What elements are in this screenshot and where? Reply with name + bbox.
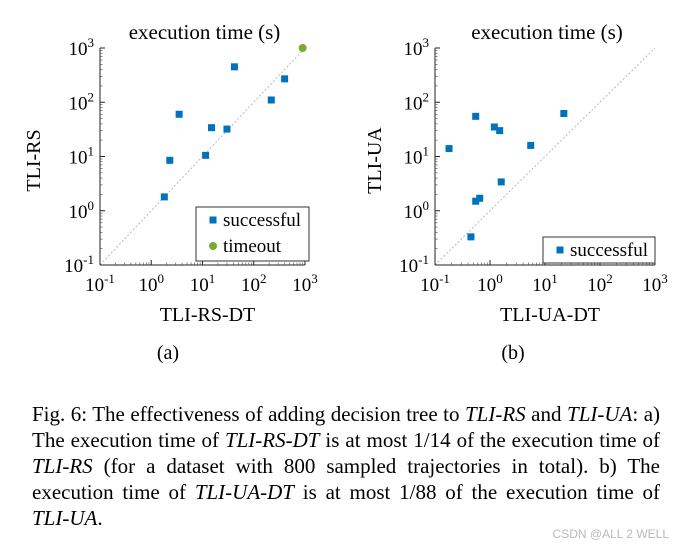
x-axis-label: TLI-RS-DT [160,304,256,326]
point-successful [175,110,183,118]
caption-text: : a) The execution time of [32,402,661,452]
y-tick-label: 101 [69,144,95,169]
y-tick-label: 102 [69,89,95,114]
point-successful [497,178,505,186]
point-successful [208,124,216,132]
caption-text: (for a dataset with 800 sampled trajecto… [32,454,660,504]
point-successful [230,63,238,71]
x-tick-label: 10-1 [420,271,450,296]
point-successful [445,145,453,153]
legend: successful [542,236,656,264]
legend-marker [556,246,564,254]
caption-italic: TLI-UA [567,402,633,426]
caption-text: is at most 1/14 of the execution time of [319,428,660,452]
x-axis-label: TLI-UA-DT [500,304,600,326]
y-tick-label: 10-1 [399,252,429,277]
y-tick-label: 102 [404,89,430,114]
point-successful [267,96,275,104]
y-tick-label: 101 [404,144,430,169]
y-tick-label: 103 [69,35,95,60]
point-successful [472,112,480,120]
legend-label: successful [223,210,301,231]
point-successful [202,151,210,159]
point-successful [467,233,475,241]
x-tick-label: 102 [241,271,267,296]
point-successful [166,156,174,164]
point-successful [281,75,289,83]
legend-label: timeout [223,236,282,257]
subfigure-label: (a) [157,342,179,364]
subfigure-label: (b) [501,342,524,364]
figure-caption: Fig. 6: The effectiveness of adding deci… [32,401,660,531]
y-axis-label: TLI-RS [23,129,45,191]
caption-italic: TLI-UA-DT [194,480,294,504]
caption-text: is at most 1/88 of the execution time of [294,480,661,504]
chart-title: execution time (s) [471,20,623,44]
point-successful [527,141,535,149]
y-tick-label: 103 [404,35,430,60]
x-tick-label: 100 [477,271,503,296]
x-tick-label: 101 [532,271,558,296]
caption-text: . [97,506,103,530]
caption-italic: TLI-RS [32,454,93,478]
diagonal-line [434,47,656,266]
x-tick-label: 101 [190,271,216,296]
chart-title: execution time (s) [129,20,281,44]
point-successful [496,127,504,135]
x-tick-label: 103 [642,271,668,296]
caption-text: Fig. 6: The effectiveness of adding deci… [32,402,465,426]
chart-a: 10-1 100 101 102 103 10-1 100 101 102 103 executio… [23,20,318,364]
figure-canvas: 10-1 100 101 102 103 10-1 100 101 102 103 executio… [23,20,668,364]
caption-italic: TLI-UA [32,506,98,530]
legend: successful timeout [195,206,310,262]
point-successful [490,123,498,131]
x-tick-label: 100 [139,271,165,296]
y-tick-label: 10-1 [64,252,94,277]
caption-text: and [525,402,568,426]
point-successful [472,197,480,205]
point-timeout [298,44,307,52]
caption-italic: TLI-RS-DT [224,428,320,452]
legend-box [195,206,310,262]
legend-marker [209,216,217,224]
legend-label: successful [570,240,648,261]
point-successful [560,110,568,118]
x-tick-label: 102 [587,271,613,296]
point-successful [476,194,484,202]
y-tick-label: 100 [69,198,95,223]
point-successful [160,193,168,201]
legend-marker [209,242,217,250]
watermark: CSDN @ALL 2 WELL [552,527,669,541]
caption-italic: TLI-RS [465,402,526,426]
x-tick-label: 10-1 [85,271,115,296]
y-axis-label: TLI-UA [364,127,386,194]
point-successful [223,125,231,133]
x-tick-label: 103 [292,271,318,296]
y-tick-label: 100 [404,198,430,223]
chart-b: 10-1 100 101 102 103 10-1 100 101 102 103 executio… [364,20,668,364]
